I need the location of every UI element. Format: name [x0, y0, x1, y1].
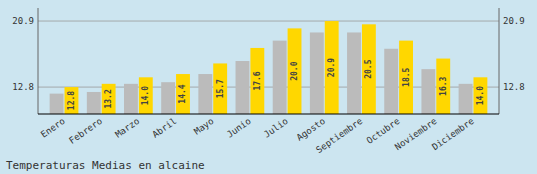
x-tick-label: Marzo — [113, 116, 141, 140]
bar — [50, 94, 64, 114]
bar — [421, 69, 435, 114]
x-tick-label: Julio — [262, 116, 290, 140]
x-tick-label: Diciembre — [430, 116, 476, 152]
bar — [310, 32, 324, 114]
x-tick-label: Abril — [150, 116, 178, 140]
bar — [273, 41, 287, 114]
data-label: 14.0 — [141, 86, 150, 105]
y-tick-label: 20.9 — [12, 16, 34, 26]
data-label: 12.8 — [67, 91, 76, 110]
bar — [124, 84, 138, 114]
bar — [250, 48, 264, 114]
data-label: 18.5 — [402, 67, 411, 86]
x-tick-label: Junio — [225, 116, 253, 140]
data-label: 20.9 — [327, 58, 336, 77]
bar — [362, 24, 376, 114]
data-label: 17.6 — [253, 71, 262, 90]
x-tick-label: Agosto — [295, 116, 327, 143]
y-axis-line-right — [499, 8, 500, 114]
page: {"chart_data": {"type": "bar", "title": … — [0, 0, 537, 174]
bar — [347, 32, 361, 114]
bar — [473, 77, 487, 114]
chart: 12.8 13.2 14.0 14.4 15.7 17.6 20.0 20.9 20.5 18.5… — [0, 0, 537, 174]
title: Temperaturas Medias en alcaine — [6, 159, 205, 172]
bar — [236, 61, 250, 114]
data-label: 14.0 — [476, 86, 485, 105]
bar — [213, 63, 227, 114]
data-label: 20.5 — [364, 59, 373, 78]
bar — [288, 28, 302, 114]
bar — [161, 82, 175, 114]
bar — [176, 74, 190, 114]
y-tick-label-right: 20.9 — [503, 16, 525, 26]
data-label: 15.7 — [216, 79, 225, 98]
bar — [102, 84, 116, 114]
data-labels: 12.8 13.2 14.0 14.4 15.7 17.6 20.0 20.9 20.5 18.5… — [67, 58, 485, 110]
data-label: 14.4 — [178, 84, 187, 103]
y-tick-label-right: 12.8 — [503, 82, 525, 92]
bar — [325, 21, 339, 114]
y-axis-line — [38, 8, 39, 114]
y-tick-label: 12.8 — [12, 82, 34, 92]
axes: 12.8 12.8 20.9 20.9 EneroFebrero Marzo Abril Ma… — [12, 8, 524, 155]
bar — [459, 84, 473, 114]
data-label: 20.0 — [290, 61, 299, 80]
x-axis-line — [38, 113, 499, 114]
x-tick-label: Mayo — [192, 116, 216, 137]
x-tick-label: Septiembre — [314, 116, 364, 155]
bar — [87, 92, 101, 114]
bars — [50, 21, 488, 114]
x-tick-label: Febrero — [67, 116, 104, 146]
data-label: 16.3 — [439, 76, 448, 95]
grid-line — [38, 21, 499, 22]
bar — [436, 59, 450, 114]
bar — [399, 41, 413, 114]
data-label: 13.2 — [104, 89, 113, 108]
bar — [65, 87, 79, 114]
bar — [139, 77, 153, 114]
bar — [384, 49, 398, 114]
bar — [198, 74, 212, 114]
x-tick-label: Enero — [39, 116, 67, 140]
